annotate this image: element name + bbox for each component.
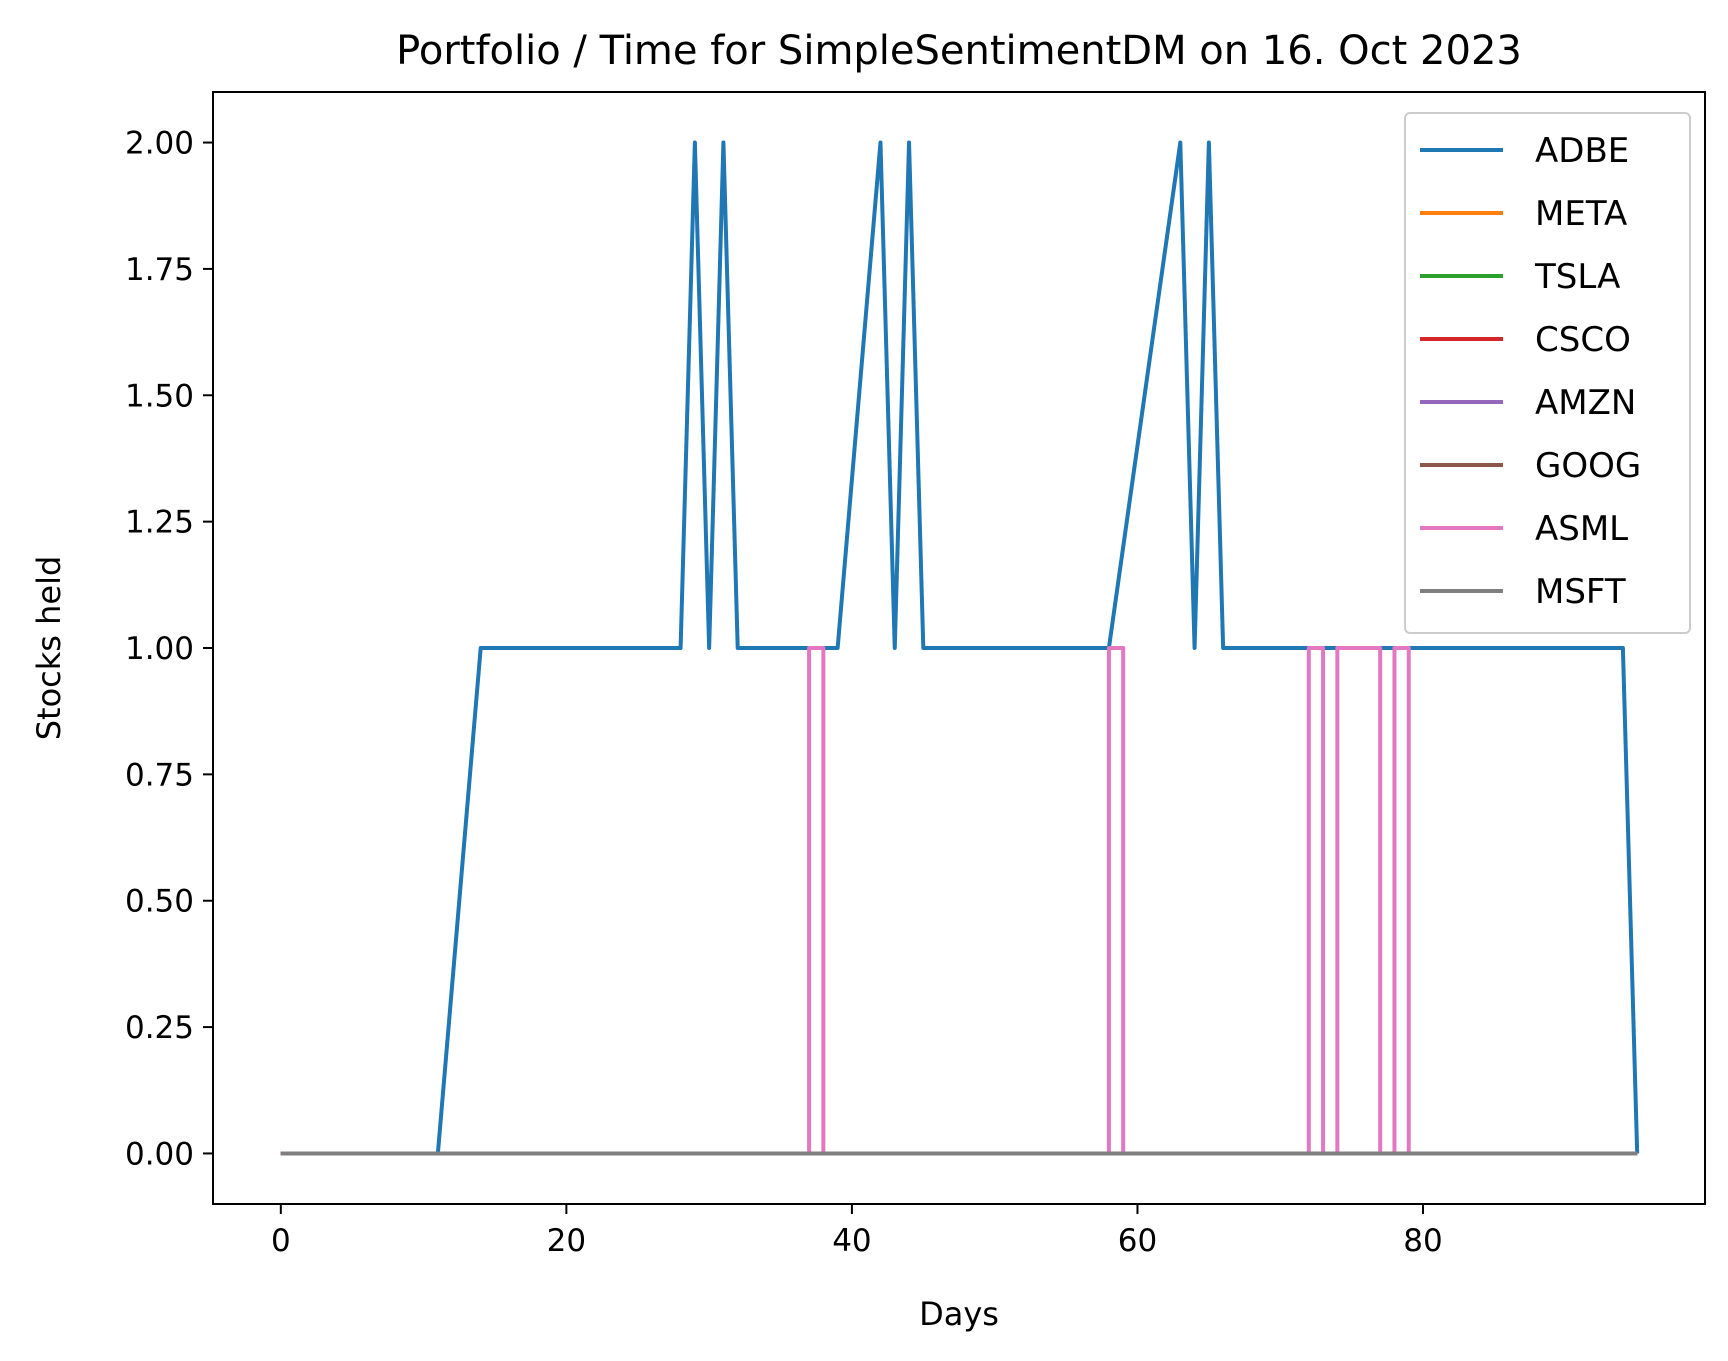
y-tick-label: 0.75 — [125, 757, 194, 793]
series-line-adbe — [280, 140, 1640, 1156]
y-tick-label: 0.00 — [125, 1136, 194, 1172]
x-tick-label: 0 — [271, 1223, 291, 1259]
y-axis-title: Stocks held — [30, 556, 68, 741]
y-tick-label: 0.25 — [125, 1010, 194, 1046]
plot-lines — [280, 140, 1640, 1156]
chart-title: Portfolio / Time for SimpleSentimentDM o… — [396, 28, 1522, 74]
legend-label-asml: ASML — [1535, 509, 1628, 549]
legend-label-goog: GOOG — [1535, 446, 1641, 486]
legend: ADBE META TSLA CSCO AMZN GOOG ASML MSFT — [1404, 112, 1691, 634]
x-tick-label: 40 — [832, 1223, 871, 1259]
x-tick-label: 60 — [1118, 1223, 1157, 1259]
y-tick-label: 1.50 — [125, 378, 194, 414]
y-axis: 0.00 0.25 0.50 0.75 1.00 1.25 1.50 1.75 2.00 — [125, 126, 213, 1172]
y-tick-label: 1.00 — [125, 631, 194, 667]
legend-label-amzn: AMZN — [1535, 383, 1636, 423]
y-tick-label: 2.00 — [125, 126, 194, 162]
y-tick-label: 1.75 — [125, 252, 194, 288]
legend-label-msft: MSFT — [1535, 572, 1626, 612]
y-tick-label: 1.25 — [125, 505, 194, 541]
legend-box — [1404, 112, 1691, 634]
x-tick-label: 80 — [1403, 1223, 1442, 1259]
legend-label-csco: CSCO — [1535, 320, 1631, 360]
x-tick-label: 20 — [547, 1223, 586, 1259]
legend-label-tsla: TSLA — [1534, 257, 1620, 297]
legend-label-meta: META — [1535, 194, 1627, 234]
legend-label-adbe: ADBE — [1535, 131, 1629, 171]
x-axis-title: Days — [919, 1295, 999, 1333]
series-line-asml — [280, 646, 1638, 1156]
y-tick-label: 0.50 — [125, 884, 194, 920]
x-axis: 0 20 40 60 80 — [271, 1204, 1443, 1259]
